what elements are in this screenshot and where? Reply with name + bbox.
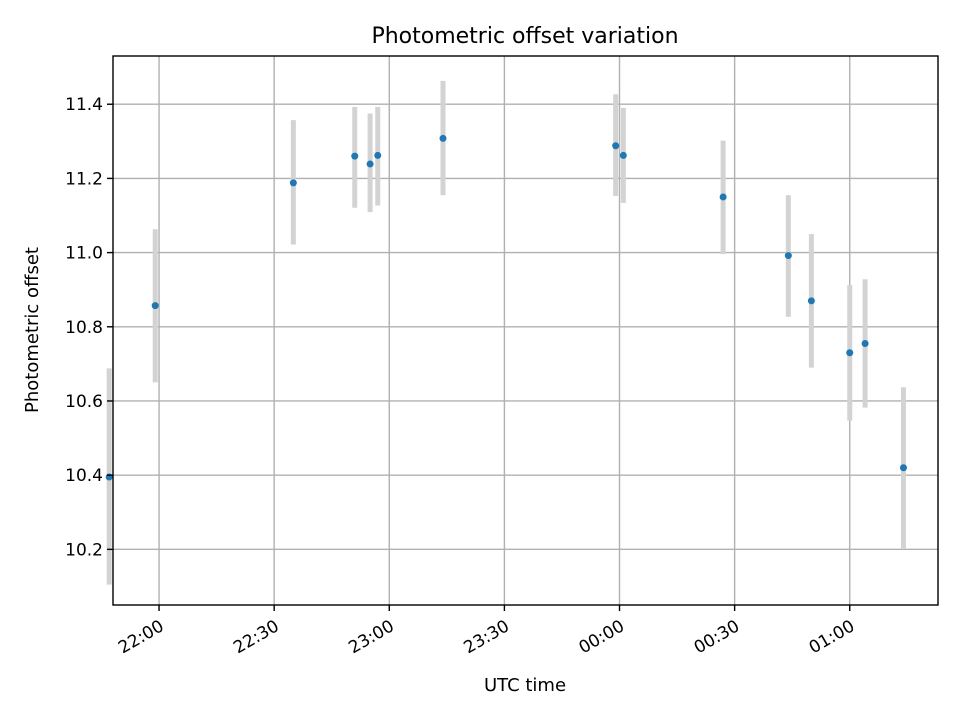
x-tick-label: 22:00 — [115, 616, 167, 658]
y-tick-label: 11.0 — [65, 244, 103, 264]
data-point — [846, 349, 854, 357]
x-tick-label: 00:00 — [576, 616, 628, 658]
data-point — [374, 151, 382, 159]
error-bars — [106, 80, 906, 585]
x-tick-label: 23:00 — [345, 616, 397, 658]
y-tick-label: 10.2 — [65, 540, 103, 560]
x-tick-label: 00:30 — [691, 616, 743, 658]
chart-title: Photometric offset variation — [371, 24, 678, 49]
axis-ticks: 22:00 22:30 23:00 23:30 00:00 00:30 01:00 10.2 1… — [65, 95, 858, 658]
y-tick-label: 11.4 — [65, 95, 103, 115]
y-axis-label: Photometric offset — [22, 247, 43, 413]
y-tick-label: 10.4 — [65, 466, 103, 486]
data-point — [612, 142, 620, 150]
data-point — [807, 297, 815, 305]
x-tick-label: 01:00 — [806, 616, 858, 658]
data-point — [366, 160, 374, 168]
y-tick-label: 10.8 — [65, 318, 103, 338]
y-tick-label: 11.2 — [65, 169, 103, 189]
data-point — [289, 179, 297, 187]
x-tick-label: 23:30 — [460, 616, 512, 658]
data-point — [439, 134, 447, 142]
data-point — [151, 302, 159, 310]
data-point — [861, 339, 869, 347]
grid — [113, 56, 938, 605]
data-point — [899, 464, 907, 472]
data-point — [619, 151, 627, 159]
x-axis-label: UTC time — [484, 675, 566, 696]
plot-frame — [112, 55, 939, 606]
x-tick-label: 22:30 — [230, 616, 282, 658]
data-points — [105, 134, 907, 481]
data-point — [719, 193, 727, 201]
y-tick-label: 10.6 — [65, 392, 103, 412]
data-point — [784, 252, 792, 260]
data-point — [351, 152, 359, 160]
